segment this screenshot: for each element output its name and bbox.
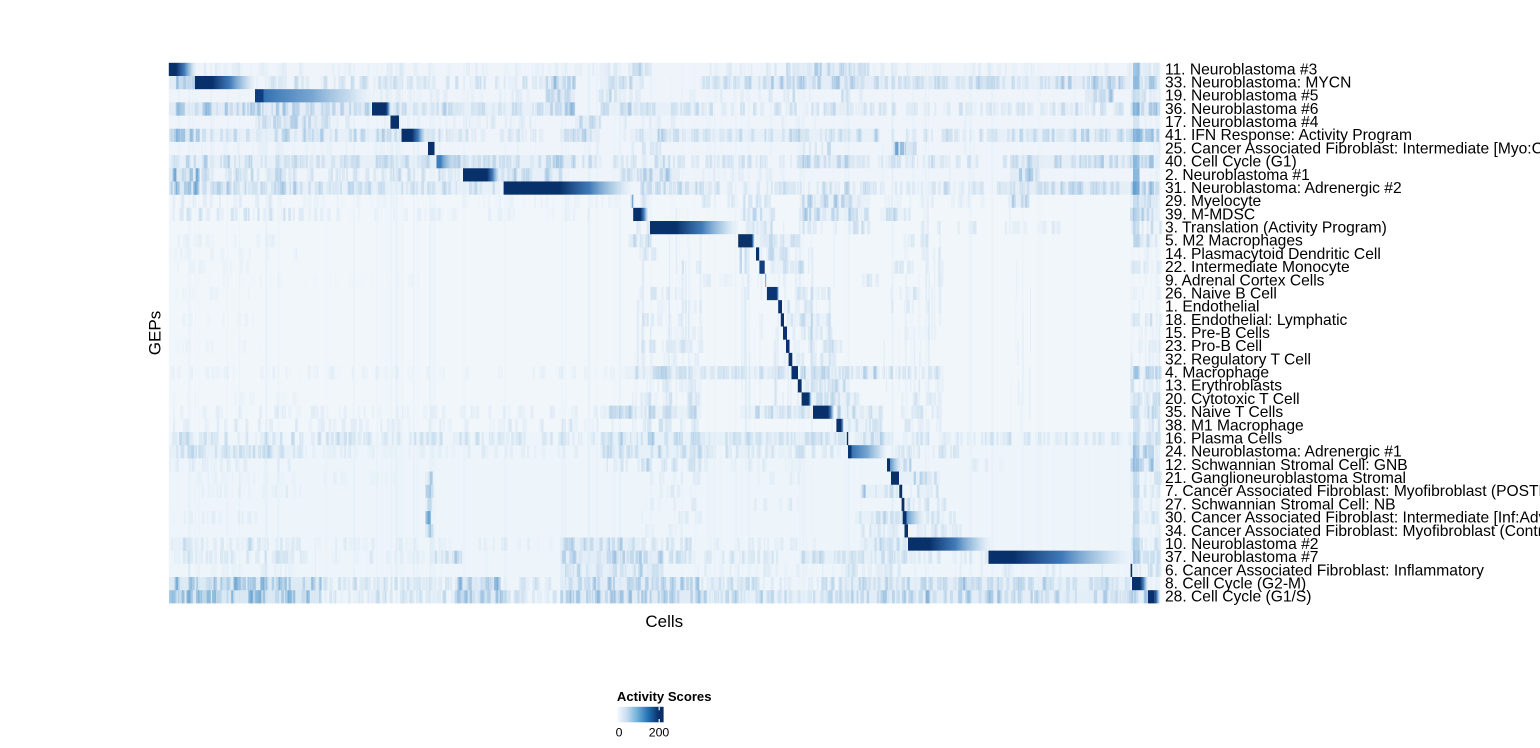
svg-text:15. Pre-B Cells: 15. Pre-B Cells — [1165, 325, 1270, 342]
svg-text:8. Cell Cycle (G2-M): 8. Cell Cycle (G2-M) — [1165, 576, 1306, 593]
svg-text:16. Plasma Cells: 16. Plasma Cells — [1165, 430, 1282, 447]
svg-text:39. M-MDSC: 39. M-MDSC — [1165, 206, 1255, 223]
svg-text:1. Endothelial: 1. Endothelial — [1165, 299, 1260, 316]
svg-text:37. Neuroblastoma #7: 37. Neuroblastoma #7 — [1165, 549, 1318, 566]
svg-text:20. Cytotoxic T Cell: 20. Cytotoxic T Cell — [1165, 391, 1300, 408]
svg-text:32. Regulatory T Cell: 32. Regulatory T Cell — [1165, 351, 1311, 368]
svg-text:36. Neuroblastoma #6: 36. Neuroblastoma #6 — [1165, 101, 1318, 118]
svg-text:19. Neuroblastoma #5: 19. Neuroblastoma #5 — [1165, 88, 1319, 105]
svg-text:24. Neuroblastoma: Adrenergic: 24. Neuroblastoma: Adrenergic #1 — [1165, 444, 1402, 461]
svg-text:9. Adrenal Cortex Cells: 9. Adrenal Cortex Cells — [1165, 272, 1325, 289]
svg-text:23. Pro-B Cell: 23. Pro-B Cell — [1165, 338, 1262, 355]
svg-text:22. Intermediate Monocyte: 22. Intermediate Monocyte — [1165, 259, 1350, 276]
svg-text:7. Cancer Associated Fibroblas: 7. Cancer Associated Fibroblast: Myofibr… — [1165, 483, 1540, 500]
svg-text:14. Plasmacytoid Dendritic Cel: 14. Plasmacytoid Dendritic Cell — [1165, 246, 1381, 263]
svg-text:35. Naive T Cells: 35. Naive T Cells — [1165, 404, 1283, 421]
svg-text:10. Neuroblastoma #2: 10. Neuroblastoma #2 — [1165, 536, 1318, 553]
svg-text:33. Neuroblastoma: MYCN: 33. Neuroblastoma: MYCN — [1165, 74, 1351, 91]
svg-text:2. Neuroblastoma #1: 2. Neuroblastoma #1 — [1165, 167, 1310, 184]
svg-text:13. Erythroblasts: 13. Erythroblasts — [1165, 378, 1282, 395]
svg-text:25. Cancer Associated Fibrobla: 25. Cancer Associated Fibroblast: Interm… — [1165, 140, 1540, 157]
svg-text:30. Cancer Associated Fibrobla: 30. Cancer Associated Fibroblast: Interm… — [1165, 510, 1540, 527]
svg-text:5. M2 Macrophages: 5. M2 Macrophages — [1165, 233, 1303, 250]
svg-text:4. Macrophage: 4. Macrophage — [1165, 365, 1269, 382]
svg-text:200: 200 — [649, 725, 670, 739]
svg-text:40. Cell Cycle (G1): 40. Cell Cycle (G1) — [1165, 154, 1297, 171]
svg-text:31. Neuroblastoma: Adrenergic: 31. Neuroblastoma: Adrenergic #2 — [1165, 180, 1402, 197]
svg-text:34. Cancer Associated Fibrobla: 34. Cancer Associated Fibroblast: Myofib… — [1165, 523, 1540, 540]
svg-text:29. Myelocyte: 29. Myelocyte — [1165, 193, 1261, 210]
svg-text:18. Endothelial: Lymphatic: 18. Endothelial: Lymphatic — [1165, 312, 1348, 329]
svg-text:17. Neuroblastoma #4: 17. Neuroblastoma #4 — [1165, 114, 1319, 131]
svg-text:0: 0 — [616, 725, 623, 739]
svg-text:41. IFN Response: Activity Pro: 41. IFN Response: Activity Program — [1165, 127, 1412, 144]
svg-text:6. Cancer Associated Fibroblas: 6. Cancer Associated Fibroblast: Inflamm… — [1165, 562, 1484, 579]
svg-text:26. Naive B Cell: 26. Naive B Cell — [1165, 285, 1277, 302]
svg-text:3. Translation (Activity Progr: 3. Translation (Activity Program) — [1165, 220, 1387, 237]
svg-text:21. Ganglioneuroblastoma Strom: 21. Ganglioneuroblastoma Stromal — [1165, 470, 1406, 487]
svg-text:12. Schwannian Stromal Cell: G: 12. Schwannian Stromal Cell: GNB — [1165, 457, 1408, 474]
svg-text:27. Schwannian Stromal Cell: N: 27. Schwannian Stromal Cell: NB — [1165, 496, 1396, 513]
svg-text:11. Neuroblastoma #3: 11. Neuroblastoma #3 — [1165, 61, 1317, 78]
svg-text:GEPs: GEPs — [146, 311, 165, 355]
svg-text:38. M1 Macrophage: 38. M1 Macrophage — [1165, 417, 1304, 434]
svg-text:28. Cell Cycle (G1/S): 28. Cell Cycle (G1/S) — [1165, 589, 1311, 606]
svg-text:Cells: Cells — [645, 612, 683, 631]
svg-text:Activity Scores: Activity Scores — [617, 689, 712, 704]
